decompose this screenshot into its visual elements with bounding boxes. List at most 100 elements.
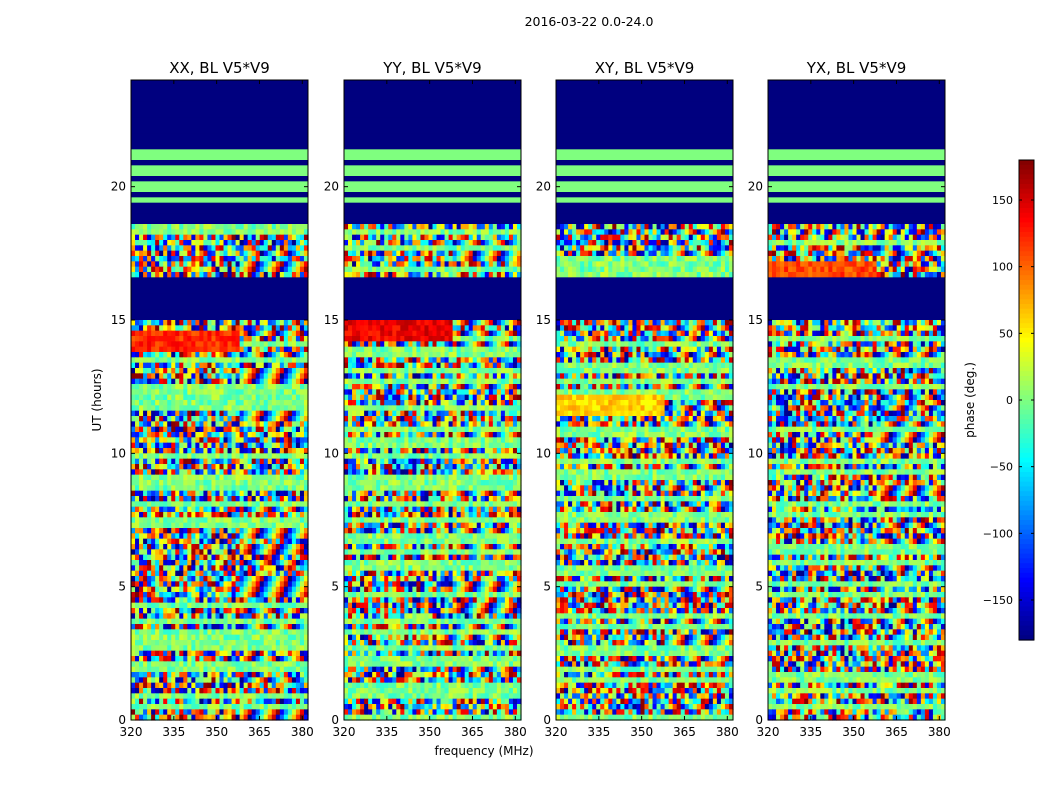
phase-cell <box>492 320 498 326</box>
phase-cell <box>211 666 217 673</box>
phase-cell <box>143 234 148 241</box>
phase-cell <box>247 613 253 620</box>
phase-cell <box>492 272 498 278</box>
phase-cell <box>243 224 249 230</box>
phase-cell <box>223 234 229 241</box>
phase-cell <box>143 368 148 374</box>
phase-cell <box>364 346 369 353</box>
phase-cell <box>275 362 281 369</box>
phase-cell <box>360 357 365 364</box>
phase-cell <box>227 224 233 230</box>
phase-cell <box>484 346 490 353</box>
phase-cell <box>360 250 365 257</box>
phase-cell <box>159 597 164 604</box>
phase-cell <box>255 330 261 337</box>
phase-cell <box>468 234 474 241</box>
phase-cell <box>275 426 281 433</box>
phase-cell <box>295 522 301 529</box>
phase-cell <box>211 693 217 700</box>
phase-cell <box>291 496 297 502</box>
phase-cell <box>255 608 261 614</box>
phase-cell <box>295 629 301 636</box>
phase-cell <box>468 373 474 380</box>
phase-cell <box>211 272 217 278</box>
phase-cell <box>348 394 353 401</box>
phase-cell <box>167 341 172 348</box>
phase-cell <box>271 714 277 721</box>
phase-cell <box>143 613 148 620</box>
phase-cell <box>163 650 168 657</box>
phase-cell <box>191 352 196 358</box>
phase-cell <box>155 394 160 401</box>
phase-cell <box>183 501 188 508</box>
phase-cell <box>352 352 357 358</box>
phase-cell <box>203 496 209 502</box>
phase-cell <box>175 373 180 380</box>
phase-cell <box>223 426 229 433</box>
phase-cell <box>516 341 522 348</box>
phase-cell <box>131 453 136 460</box>
phase-cell <box>235 666 241 673</box>
phase-cell <box>299 538 305 545</box>
phase-cell <box>396 256 401 262</box>
phase-cell <box>167 656 172 662</box>
phase-cell <box>223 549 229 556</box>
phase-cell <box>155 650 160 657</box>
phase-cell <box>219 496 225 502</box>
phase-cell <box>195 394 200 401</box>
phase-cell <box>219 341 225 348</box>
phase-cell <box>171 352 176 358</box>
phase-cell <box>163 576 168 582</box>
phase-cell <box>364 272 369 278</box>
phase-cell <box>408 352 413 358</box>
phase-cell <box>183 272 188 278</box>
phase-cell <box>476 378 482 385</box>
phase-cell <box>235 656 241 662</box>
phase-cell <box>392 250 397 257</box>
phase-cell <box>183 357 188 364</box>
phase-cell <box>199 570 205 577</box>
phase-cell <box>344 341 349 348</box>
phase-cell <box>484 352 490 358</box>
phase-cell <box>247 320 253 326</box>
phase-cell <box>191 608 196 614</box>
phase-cell <box>263 698 269 705</box>
phase-cell <box>508 336 514 342</box>
phase-cell <box>183 672 188 678</box>
phase-cell <box>215 533 221 540</box>
phase-cell <box>255 480 261 486</box>
phase-cell <box>496 325 502 332</box>
phase-cell <box>239 496 245 502</box>
phase-cell <box>275 554 281 561</box>
phase-cell <box>143 410 148 417</box>
phase-cell <box>223 645 229 652</box>
phase-cell <box>271 512 277 518</box>
phase-cell <box>155 266 160 273</box>
phase-cell <box>295 704 301 710</box>
phase-cell <box>295 602 301 609</box>
phase-cell <box>207 629 213 636</box>
phase-cell <box>231 346 237 353</box>
phase-cell <box>251 474 257 481</box>
phase-cell <box>135 229 140 236</box>
phase-cell <box>175 261 180 268</box>
phase-cell <box>283 570 289 577</box>
phase-cell <box>187 672 192 678</box>
phase-cell <box>468 330 474 337</box>
phase-cell <box>444 256 450 262</box>
phase-cell <box>295 538 301 545</box>
phase-cell <box>396 400 401 406</box>
phase-cell <box>207 592 213 598</box>
phase-cell <box>364 389 369 396</box>
phase-cell <box>147 549 152 556</box>
phase-cell <box>151 426 156 433</box>
phase-cell <box>211 602 217 609</box>
phase-cell <box>287 480 293 486</box>
phase-cell <box>163 336 168 342</box>
phase-cell <box>420 330 426 337</box>
phase-cell <box>191 384 196 390</box>
phase-cell <box>179 490 184 497</box>
phase-cell <box>348 378 353 385</box>
phase-cell <box>211 650 217 657</box>
phase-cell <box>131 666 136 673</box>
